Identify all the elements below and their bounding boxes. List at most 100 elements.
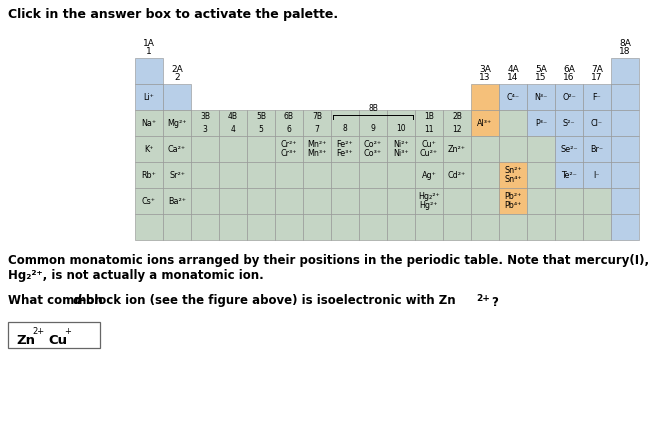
Bar xyxy=(191,214,219,240)
Bar xyxy=(219,110,247,136)
Bar xyxy=(443,188,471,214)
Text: +: + xyxy=(64,328,71,336)
Bar xyxy=(275,162,303,188)
Text: Ag⁺: Ag⁺ xyxy=(422,171,436,179)
Bar xyxy=(555,214,583,240)
Bar xyxy=(247,214,275,240)
Text: Pb²⁺: Pb²⁺ xyxy=(504,192,522,201)
Bar xyxy=(360,188,387,214)
Bar xyxy=(135,136,163,162)
Bar xyxy=(163,136,191,162)
Bar xyxy=(275,188,303,214)
Bar xyxy=(135,110,163,136)
Text: 3B: 3B xyxy=(200,112,210,121)
Bar xyxy=(415,214,443,240)
Text: 6B: 6B xyxy=(284,112,294,121)
Bar xyxy=(583,110,611,136)
Text: 2B: 2B xyxy=(452,112,462,121)
Bar xyxy=(443,162,471,188)
Bar xyxy=(275,136,303,162)
Bar xyxy=(527,110,555,136)
Text: Ni³⁺: Ni³⁺ xyxy=(393,149,409,158)
Text: 4: 4 xyxy=(231,125,235,134)
Bar xyxy=(611,110,639,136)
Text: P³⁻: P³⁻ xyxy=(535,119,547,127)
Bar xyxy=(331,110,359,136)
Text: 8B: 8B xyxy=(368,104,378,113)
Text: Cs⁺: Cs⁺ xyxy=(142,197,156,206)
Bar xyxy=(471,84,499,110)
Text: Hg₂²⁺, is not actually a monatomic ion.: Hg₂²⁺, is not actually a monatomic ion. xyxy=(8,269,263,282)
Bar xyxy=(415,110,443,136)
Text: O²⁻: O²⁻ xyxy=(562,93,576,101)
Text: 5: 5 xyxy=(259,125,263,134)
Text: Fe²⁺: Fe²⁺ xyxy=(337,140,354,149)
Bar xyxy=(303,162,331,188)
Bar xyxy=(8,322,100,348)
Text: K⁺: K⁺ xyxy=(144,145,153,153)
Text: Ba²⁺: Ba²⁺ xyxy=(168,197,186,206)
Text: C⁴⁻: C⁴⁻ xyxy=(506,93,520,101)
Bar xyxy=(303,136,331,162)
Bar xyxy=(163,214,191,240)
Bar xyxy=(583,162,611,188)
Bar xyxy=(360,214,387,240)
Text: 1: 1 xyxy=(146,47,152,56)
Text: Cr²⁺: Cr²⁺ xyxy=(281,140,297,149)
Text: 8: 8 xyxy=(343,124,348,133)
Bar xyxy=(275,214,303,240)
Text: 11: 11 xyxy=(424,125,434,134)
Text: 2+: 2+ xyxy=(476,294,490,303)
Text: Ni²⁺: Ni²⁺ xyxy=(393,140,409,149)
Bar xyxy=(527,214,555,240)
Bar xyxy=(583,84,611,110)
Bar xyxy=(471,214,499,240)
Text: Cl⁻: Cl⁻ xyxy=(591,119,603,127)
Bar xyxy=(443,110,471,136)
Bar xyxy=(247,162,275,188)
Bar xyxy=(555,136,583,162)
Text: 18: 18 xyxy=(619,47,631,56)
Text: Br⁻: Br⁻ xyxy=(590,145,604,153)
Text: Mn²⁺: Mn²⁺ xyxy=(307,140,327,149)
Bar xyxy=(555,188,583,214)
Bar xyxy=(388,214,415,240)
Bar xyxy=(135,162,163,188)
Text: Cr³⁺: Cr³⁺ xyxy=(281,149,297,158)
Text: Rb⁺: Rb⁺ xyxy=(141,171,157,179)
Bar xyxy=(611,214,639,240)
Bar xyxy=(499,136,527,162)
Bar xyxy=(247,188,275,214)
Bar xyxy=(415,162,443,188)
Text: 12: 12 xyxy=(452,125,462,134)
Bar xyxy=(388,162,415,188)
Bar xyxy=(191,110,219,136)
Text: Sn⁴⁺: Sn⁴⁺ xyxy=(504,175,522,184)
Text: 4A: 4A xyxy=(507,65,519,74)
Text: 9: 9 xyxy=(371,124,376,133)
Bar xyxy=(555,84,583,110)
Bar xyxy=(135,58,163,84)
Bar xyxy=(499,214,527,240)
Text: 15: 15 xyxy=(535,73,547,82)
Text: 7: 7 xyxy=(315,125,319,134)
Text: F⁻: F⁻ xyxy=(592,93,602,101)
Text: S²⁻: S²⁻ xyxy=(563,119,576,127)
Bar xyxy=(471,162,499,188)
Bar xyxy=(443,214,471,240)
Text: d: d xyxy=(73,294,81,307)
Bar xyxy=(415,188,443,214)
Bar xyxy=(219,214,247,240)
Bar xyxy=(388,110,415,136)
Text: 2A: 2A xyxy=(171,65,183,74)
Text: 17: 17 xyxy=(591,73,603,82)
Text: Mg²⁺: Mg²⁺ xyxy=(167,119,187,127)
Text: I⁻: I⁻ xyxy=(594,171,600,179)
Text: Mn³⁺: Mn³⁺ xyxy=(307,149,327,158)
Bar xyxy=(219,136,247,162)
Text: 10: 10 xyxy=(396,124,406,133)
Bar xyxy=(163,162,191,188)
Bar xyxy=(247,136,275,162)
Bar xyxy=(163,84,191,110)
Text: 6: 6 xyxy=(287,125,291,134)
